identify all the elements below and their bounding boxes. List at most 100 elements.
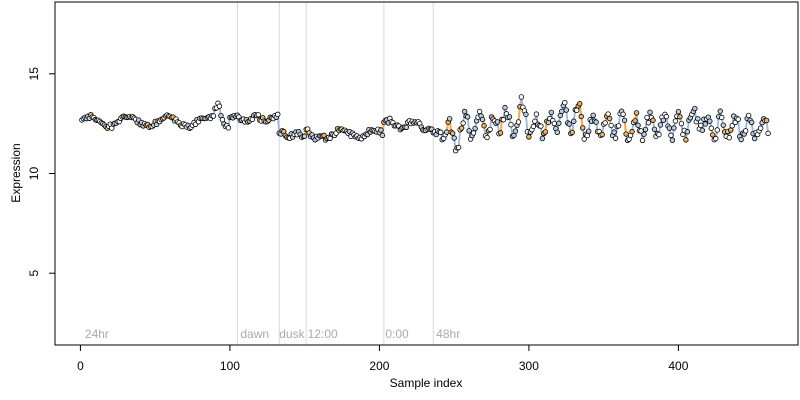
data-point — [692, 105, 698, 112]
data-point — [672, 118, 679, 124]
data-point — [633, 110, 640, 116]
data-point — [669, 137, 676, 143]
data-point — [668, 132, 674, 139]
data-point — [563, 107, 569, 113]
data-point — [720, 122, 726, 128]
data-point — [735, 116, 741, 122]
y-tick-label: 5 — [27, 270, 41, 277]
data-point — [455, 144, 462, 151]
data-point — [671, 125, 677, 131]
data-point — [593, 119, 599, 125]
x-axis-title: Sample index — [390, 376, 463, 390]
data-point — [210, 113, 217, 119]
data-point — [710, 132, 716, 138]
data-point — [763, 117, 770, 124]
data-point — [745, 112, 752, 119]
data-point — [559, 108, 565, 115]
data-point — [666, 125, 673, 131]
data-point — [677, 114, 683, 120]
annotation-label: 12:00 — [308, 327, 338, 341]
data-point — [554, 129, 561, 136]
data-point — [719, 114, 725, 121]
data-point — [460, 120, 466, 126]
series-connector — [525, 113, 529, 133]
data-point — [635, 122, 641, 128]
x-tick-label: 200 — [369, 359, 389, 373]
data-point — [650, 117, 656, 123]
data-point — [562, 99, 568, 106]
data-point — [470, 130, 477, 136]
data-point — [487, 126, 493, 133]
data-point — [698, 122, 704, 129]
data-point — [502, 104, 508, 111]
data-point — [327, 135, 333, 142]
data-point — [578, 113, 584, 120]
data-point — [742, 128, 749, 134]
data-point — [590, 112, 596, 119]
data-point — [464, 114, 471, 120]
data-point — [695, 116, 701, 122]
annotation-label: dusk — [279, 327, 305, 341]
x-axis: 0 100 200 300 400 — [77, 344, 689, 373]
data-point — [512, 128, 519, 134]
x-tick-label: 300 — [519, 359, 539, 373]
data-point — [629, 128, 635, 135]
data-point — [542, 129, 549, 135]
data-point — [683, 137, 689, 143]
data-points — [79, 94, 771, 154]
data-point — [378, 127, 384, 133]
data-point — [620, 111, 626, 117]
data-point — [708, 125, 714, 131]
data-point — [569, 129, 575, 136]
data-point — [660, 117, 667, 123]
data-point — [216, 103, 223, 109]
data-point — [538, 123, 544, 129]
data-point — [615, 123, 622, 129]
annotation-label: 24hr — [85, 327, 109, 341]
data-point — [713, 135, 719, 142]
data-point — [481, 123, 487, 129]
data-point — [663, 113, 670, 120]
data-point — [461, 108, 468, 115]
data-point — [605, 111, 611, 117]
data-point — [446, 116, 453, 122]
data-point — [702, 121, 709, 127]
y-axis: 5 10 15 — [27, 67, 56, 277]
data-point — [608, 122, 614, 129]
data-point — [500, 117, 507, 123]
data-point — [738, 136, 744, 143]
data-point — [506, 114, 513, 120]
data-point — [717, 108, 723, 114]
data-point — [641, 131, 647, 137]
data-point — [748, 119, 755, 126]
data-point — [449, 130, 456, 136]
data-point — [556, 120, 562, 126]
data-point — [533, 111, 540, 117]
data-point — [443, 129, 450, 135]
data-point — [508, 121, 514, 128]
data-point — [765, 130, 771, 137]
data-point — [644, 114, 650, 121]
data-point — [275, 111, 281, 118]
data-point — [479, 116, 486, 123]
data-point — [379, 132, 386, 139]
data-point — [656, 131, 662, 138]
data-point — [523, 111, 529, 118]
data-point — [577, 101, 583, 107]
data-point — [632, 118, 638, 124]
data-point — [651, 126, 658, 133]
data-point — [757, 125, 764, 131]
y-axis-title: Expression — [9, 143, 23, 202]
annotation-label: 0:00 — [385, 327, 409, 341]
data-point — [476, 108, 483, 115]
data-point — [726, 135, 732, 141]
data-point — [678, 120, 685, 127]
x-tick-label: 100 — [220, 359, 240, 373]
data-point — [612, 135, 619, 141]
data-point — [675, 109, 682, 115]
data-point — [714, 127, 720, 133]
data-point — [451, 135, 457, 141]
data-point — [684, 129, 691, 135]
divider-lines — [236, 2, 434, 345]
data-point — [707, 118, 713, 124]
